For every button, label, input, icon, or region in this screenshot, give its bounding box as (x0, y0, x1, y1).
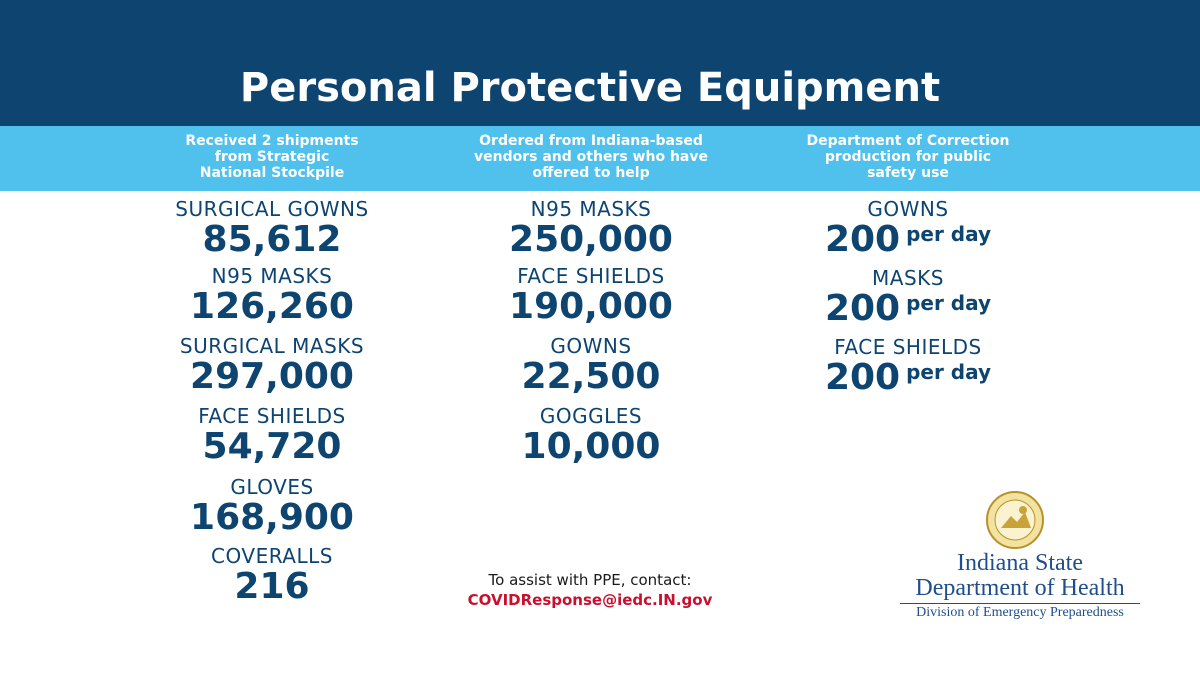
stat-n95-masks: N95 MASKS 250,000 (441, 198, 741, 260)
org-name-line-1: Indiana State (957, 550, 1083, 576)
stat-value: 216 (234, 566, 310, 607)
stat-label: GOWNS (550, 334, 632, 358)
stat-label: MASKS (872, 266, 944, 290)
stat-value: 10,000 (521, 426, 661, 467)
stat-value: 54,720 (202, 426, 342, 467)
stat-face-shields-per-day: FACE SHIELDS 200 per day (758, 336, 1058, 398)
isdh-logo: Indiana State Department of Health Divis… (890, 490, 1150, 630)
stat-face-shields: FACE SHIELDS 190,000 (441, 265, 741, 327)
stat-gowns: GOWNS 22,500 (441, 335, 741, 397)
stat-n95-masks: N95 MASKS 126,260 (122, 265, 422, 327)
stat-coveralls: COVERALLS 216 (122, 545, 422, 607)
state-seal-icon (986, 491, 1044, 549)
stat-label: N95 MASKS (211, 264, 333, 288)
stat-value: 190,000 (509, 286, 673, 327)
contact-block: To assist with PPE, contact: COVIDRespon… (440, 570, 740, 610)
stat-label: SURGICAL GOWNS (175, 197, 369, 221)
stat-value: 250,000 (509, 219, 673, 260)
stat-label: GLOVES (230, 475, 314, 499)
stat-label: N95 MASKS (530, 197, 652, 221)
stat-masks-per-day: MASKS 200 per day (758, 267, 1058, 329)
subheader-bar (0, 126, 1200, 191)
stat-unit: per day (906, 291, 992, 315)
stat-surgical-masks: SURGICAL MASKS 297,000 (122, 335, 422, 397)
column-1-subtitle: Received 2 shipments from Strategic Nati… (185, 133, 359, 181)
stat-unit: per day (906, 222, 992, 246)
stat-label: GOWNS (867, 197, 949, 221)
page-title: Personal Protective Equipment (239, 65, 941, 111)
stat-label: GOGGLES (539, 404, 643, 428)
stat-label: FACE SHIELDS (517, 264, 665, 288)
org-name-line-2: Department of Health (915, 575, 1125, 601)
stat-value: 168,900 (190, 497, 354, 538)
stat-label: FACE SHIELDS (834, 335, 982, 359)
stat-surgical-gowns: SURGICAL GOWNS 85,612 (122, 198, 422, 260)
stat-value: 126,260 (190, 286, 354, 327)
header-bar: Personal Protective Equipment (0, 0, 1200, 126)
stat-value: 297,000 (190, 356, 354, 397)
contact-email-link[interactable]: COVIDResponse@iedc.IN.gov (467, 591, 713, 609)
stat-label: SURGICAL MASKS (179, 334, 365, 358)
stat-face-shields: FACE SHIELDS 54,720 (122, 405, 422, 467)
contact-text: To assist with PPE, contact: (488, 571, 692, 589)
stat-value: 22,500 (521, 356, 661, 397)
stat-value: 85,612 (202, 219, 342, 260)
column-3-subtitle: Department of Correction production for … (806, 133, 1010, 181)
logo-divider (900, 603, 1140, 604)
stat-value: 200 (824, 288, 901, 329)
column-2-subtitle: Ordered from Indiana-based vendors and o… (474, 133, 708, 181)
stat-goggles: GOGGLES 10,000 (441, 405, 741, 467)
stat-gloves: GLOVES 168,900 (122, 476, 422, 538)
stat-gowns-per-day: GOWNS 200 per day (758, 198, 1058, 260)
stat-value: 200 (824, 219, 901, 260)
stat-unit: per day (906, 360, 992, 384)
stat-value: 200 (824, 357, 901, 398)
stat-label: FACE SHIELDS (198, 404, 346, 428)
org-division: Division of Emergency Preparedness (916, 605, 1124, 620)
stat-label: COVERALLS (211, 544, 333, 568)
